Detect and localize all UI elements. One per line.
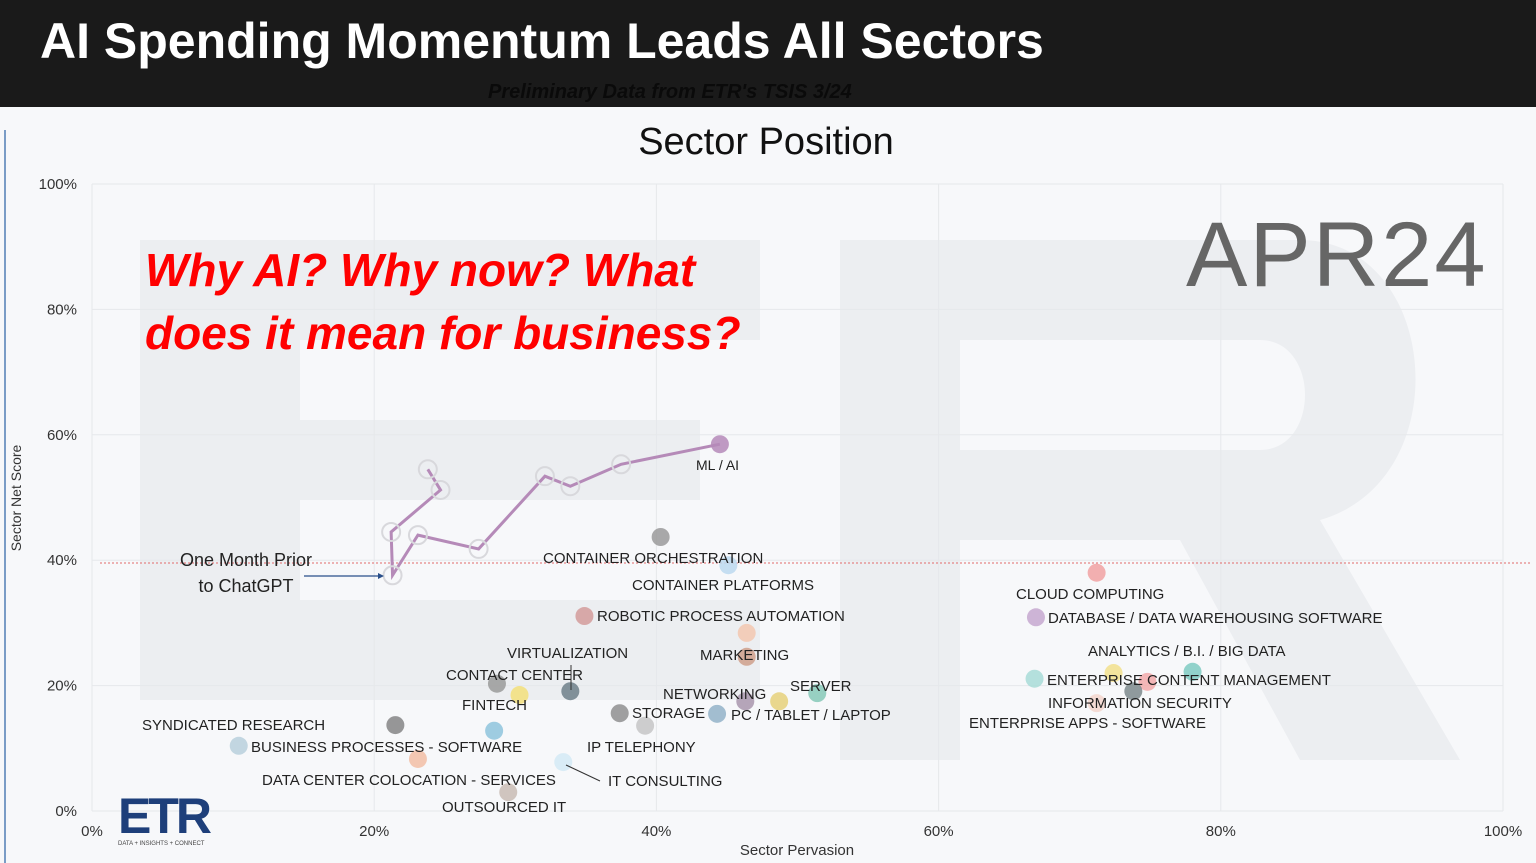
period-label: APR24 xyxy=(1186,204,1488,306)
arrow-head-icon xyxy=(378,573,384,579)
sector-point xyxy=(710,435,729,454)
y-tick-label: 60% xyxy=(47,427,77,444)
ml-ai-trail-point xyxy=(560,476,581,497)
y-tick-label: 100% xyxy=(39,176,77,193)
x-tick-label: 20% xyxy=(359,823,389,840)
ml-ai-trail-point xyxy=(534,466,555,487)
sector-point xyxy=(386,716,405,735)
y-axis-label: Sector Net Score xyxy=(8,444,24,551)
sector-label: BUSINESS PROCESSES - SOFTWARE xyxy=(251,739,522,756)
y-tick-label: 20% xyxy=(47,678,77,695)
sector-point xyxy=(1087,694,1106,713)
callout-line2: does it mean for business? xyxy=(145,307,741,359)
sector-label: VIRTUALIZATION xyxy=(507,645,628,662)
x-tick-label: 0% xyxy=(81,823,103,840)
sector-point xyxy=(499,783,518,802)
sector-point xyxy=(808,684,827,703)
sector-point xyxy=(575,607,594,626)
sector-label: ENTERPRISE CONTENT MANAGEMENT xyxy=(1047,672,1331,689)
slide-subtitle: Preliminary Data from ETR's TSIS 3/24 xyxy=(488,81,852,103)
sector-label: PC / TABLET / LAPTOP xyxy=(731,707,891,724)
etr-logo: ETR DATA + INSIGHTS + CONNECT xyxy=(118,788,212,848)
sector-point xyxy=(1138,672,1157,691)
sector-point xyxy=(408,749,427,768)
it-consulting-leader xyxy=(565,764,601,782)
sector-point xyxy=(485,721,504,740)
sector-label: STORAGE xyxy=(632,705,705,722)
watermark-e-shape xyxy=(140,240,760,700)
sector-label: CONTACT CENTER xyxy=(446,667,583,684)
sector-point xyxy=(561,682,580,701)
etr-watermark xyxy=(140,240,1460,760)
sector-point xyxy=(737,647,756,666)
sector-point xyxy=(610,704,629,723)
sector-point xyxy=(487,674,506,693)
logo-text: ETR xyxy=(118,788,212,844)
x-tick-label: 40% xyxy=(641,823,671,840)
callout-line1: Why AI? Why now? What xyxy=(145,244,696,296)
sector-label: IT CONSULTING xyxy=(608,773,722,790)
sector-point xyxy=(737,623,756,642)
sector-label: ENTERPRISE APPS - SOFTWARE xyxy=(969,715,1206,732)
y-tick-label: 0% xyxy=(55,803,77,820)
sector-label: CONTAINER PLATFORMS xyxy=(632,577,814,594)
sector-label: SYNDICATED RESEARCH xyxy=(142,717,325,734)
sector-label: NETWORKING xyxy=(663,686,766,703)
logo-tagline: DATA + INSIGHTS + CONNECT xyxy=(118,841,205,847)
y-tick-label: 80% xyxy=(47,301,77,318)
sector-label: CLOUD COMPUTING xyxy=(1016,586,1164,603)
sector-point xyxy=(1104,664,1123,683)
x-axis-label: Sector Pervasion xyxy=(740,842,854,859)
ml-ai-trail-point xyxy=(468,538,489,559)
sector-point xyxy=(229,736,248,755)
sector-point xyxy=(1025,669,1044,688)
sector-label: IP TELEPHONY xyxy=(587,739,696,756)
sector-label: DATA CENTER COLOCATION - SERVICES xyxy=(262,772,556,789)
sector-point xyxy=(1087,563,1106,582)
sector-label: DATABASE / DATA WAREHOUSING SOFTWARE xyxy=(1048,610,1382,627)
header-bar xyxy=(0,0,1536,107)
sector-point xyxy=(770,692,789,711)
sector-label: OUTSOURCED IT xyxy=(442,799,566,816)
y-tick-label: 40% xyxy=(47,552,77,569)
sector-label: INFORMATION SECURITY xyxy=(1048,695,1232,712)
sector-label: ML / AI xyxy=(696,457,739,473)
sector-label: FINTECH xyxy=(462,697,527,714)
ml-ai-trail-point xyxy=(417,459,438,480)
slide-title: AI Spending Momentum Leads All Sectors xyxy=(40,13,1044,69)
sector-point xyxy=(510,686,529,705)
ml-ai-trail-point xyxy=(611,454,632,475)
ml-ai-trail-line xyxy=(389,442,721,581)
sector-point xyxy=(1026,608,1045,627)
ml-ai-trail-point xyxy=(407,525,428,546)
annotation-line2: to ChatGPT xyxy=(198,576,293,596)
annotation-line1: One Month Prior xyxy=(180,550,312,570)
chart-title: Sector Position xyxy=(638,121,894,163)
x-tick-label: 100% xyxy=(1484,823,1522,840)
ml-ai-trail-point xyxy=(381,521,402,542)
sector-point xyxy=(636,716,655,735)
sector-label: MARKETING xyxy=(700,647,789,664)
x-tick-label: 80% xyxy=(1206,823,1236,840)
sector-point xyxy=(554,753,573,772)
sector-label: ANALYTICS / B.I. / BIG DATA xyxy=(1088,643,1286,660)
sector-point xyxy=(708,704,727,723)
sector-point xyxy=(1124,682,1143,701)
sector-point xyxy=(651,528,670,547)
sector-point xyxy=(736,692,755,711)
sector-label: SERVER xyxy=(790,678,852,695)
sector-label: CONTAINER ORCHESTRATION xyxy=(543,550,763,567)
sector-point xyxy=(719,556,738,575)
x-tick-label: 60% xyxy=(924,823,954,840)
sector-point xyxy=(1183,662,1202,681)
ml-ai-trail-point xyxy=(430,479,451,500)
sector-label: ROBOTIC PROCESS AUTOMATION xyxy=(597,608,845,625)
ml-ai-trail-point xyxy=(382,565,403,586)
watermark-r-shape xyxy=(840,240,1460,760)
